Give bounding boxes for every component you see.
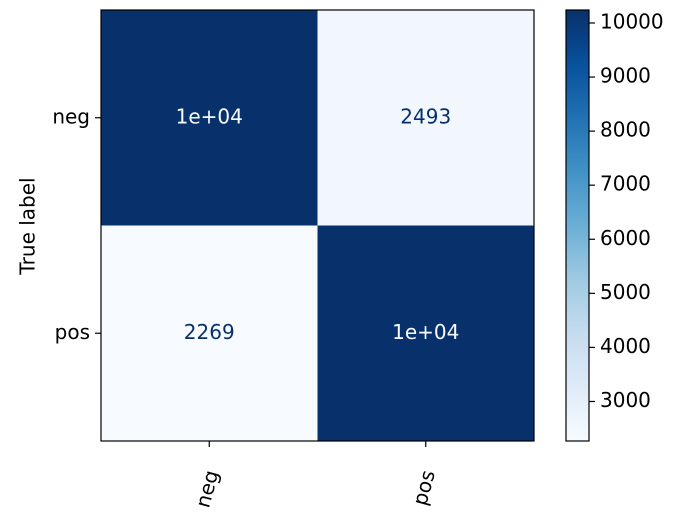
plot-frame (100, 9, 535, 442)
colorbar-gradient (566, 10, 589, 441)
heatmap-cell-pos-neg (101, 225, 318, 441)
y-axis: neg pos (52, 104, 101, 344)
colorbar-tick-label: 5000 (600, 280, 651, 304)
heatmap-cell-neg-pos (317, 10, 534, 226)
heatmap-cell-pos-pos (317, 225, 534, 441)
colorbar-tick-label: 4000 (600, 334, 651, 358)
cell-value-label: 1e+04 (392, 320, 459, 344)
cell-value-label: 1e+04 (176, 104, 243, 128)
colorbar-tick-label: 3000 (600, 388, 651, 412)
colorbar-tick-label: 6000 (600, 226, 651, 250)
colorbar-tick-label: 9000 (600, 64, 651, 88)
colorbar-tick-label: 8000 (600, 118, 651, 142)
heatmap-cells (101, 10, 534, 441)
colorbar-ticks: 3000 4000 5000 6000 7000 8000 9000 10000 (589, 9, 664, 412)
heatmap-cell-neg-neg (101, 10, 318, 226)
cell-value-labels: 1e+04 2493 2269 1e+04 (176, 104, 460, 344)
y-tick-label: neg (52, 104, 90, 128)
colorbar: 3000 4000 5000 6000 7000 8000 9000 10000 (565, 9, 664, 442)
cell-value-label: 2493 (400, 104, 451, 128)
colorbar-frame (565, 9, 590, 442)
x-axis: neg pos (190, 441, 440, 511)
y-axis-label: True label (16, 177, 40, 275)
x-tick-label: pos (408, 468, 440, 508)
y-tick-label: pos (55, 320, 90, 344)
x-tick-label: neg (190, 468, 223, 511)
cell-value-label: 2269 (184, 320, 235, 344)
colorbar-tick-label: 7000 (600, 172, 651, 196)
colorbar-tick-label: 10000 (600, 9, 664, 33)
